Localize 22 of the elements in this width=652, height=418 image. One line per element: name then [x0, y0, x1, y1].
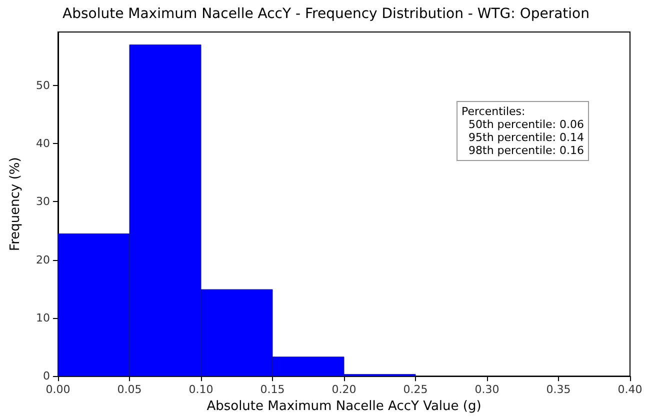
annotation: Percentiles:	[462, 105, 526, 118]
y-tick-label: 30	[36, 195, 50, 208]
chart-title: Absolute Maximum Nacelle AccY - Frequency Distribution - WTG: Operation	[62, 6, 590, 22]
x-tick-label: 0.05	[117, 383, 142, 396]
annotation: 50th percentile: 0.06	[462, 118, 584, 131]
x-tick-label: 0.20	[332, 383, 356, 396]
annotation: 98th percentile: 0.16	[462, 144, 584, 157]
x-tick-label: 0.00	[46, 383, 70, 396]
x-tick-label: 0.25	[403, 383, 428, 396]
x-tick-label: 0.35	[546, 383, 571, 396]
x-tick-label: 0.10	[188, 383, 214, 396]
y-tick-label: 40	[36, 137, 50, 150]
annotation: 95th percentile: 0.14	[462, 131, 584, 144]
y-tick-label: 50	[36, 78, 50, 92]
y-tick-label: 10	[36, 311, 50, 324]
x-tick-label: 0.40	[618, 383, 642, 396]
y-tick-label: 20	[36, 253, 50, 266]
x-axis-title: Absolute Maximum Nacelle AccY Value (g)	[206, 399, 482, 414]
x-tick-label: 0.30	[474, 383, 500, 396]
y-axis-title: Frequency (%)	[8, 157, 23, 251]
y-tick-label: 0	[43, 370, 50, 383]
x-tick-label: 0.15	[260, 383, 285, 396]
